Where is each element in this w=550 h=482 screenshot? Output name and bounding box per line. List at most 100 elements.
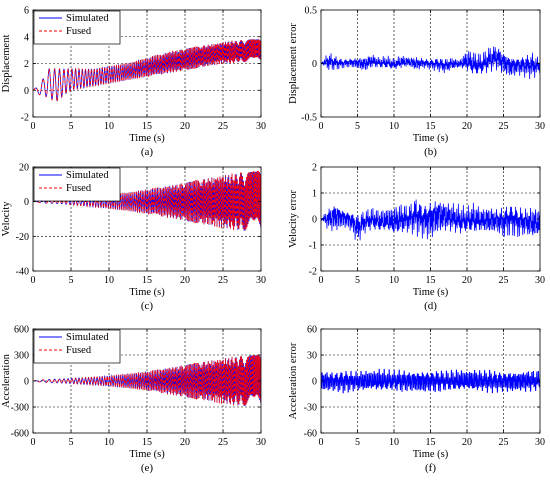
panel-label: (c) (141, 300, 154, 312)
series-line-fused (33, 39, 261, 103)
x-tick-label: 15 (426, 275, 436, 286)
x-axis-label: Time (s) (413, 133, 449, 144)
x-tick-label: 20 (180, 275, 190, 286)
x-tick-label: 5 (69, 121, 74, 132)
series-group (321, 46, 540, 80)
x-tick-label: 0 (31, 121, 36, 132)
legend-label-simulated: Simulated (66, 332, 109, 343)
y-tick-label: 600 (14, 325, 29, 336)
y-tick-label: -60 (304, 429, 317, 440)
y-axis-label: Velocity error (288, 189, 299, 248)
y-tick-label: -2 (21, 113, 29, 124)
x-tick-label: 30 (535, 437, 545, 448)
y-tick-label: 0 (24, 197, 29, 208)
x-axis-label: Time (s) (413, 449, 449, 460)
legend-label-simulated: Simulated (66, 13, 109, 24)
x-tick-label: 15 (142, 121, 152, 132)
legend: Simulated Fused (33, 167, 121, 202)
x-tick-label: 15 (426, 121, 436, 132)
y-tick-label: -2 (309, 267, 317, 278)
y-tick-label: 0 (312, 377, 317, 388)
y-tick-label: 0 (312, 59, 317, 70)
x-axis-label: Time (s) (129, 133, 165, 144)
y-tick-label: 4 (24, 32, 29, 43)
y-tick-label: -600 (11, 429, 29, 440)
x-tick-label: 0 (319, 121, 324, 132)
x-tick-label: 25 (499, 121, 509, 132)
x-tick-label: 0 (31, 275, 36, 286)
panel-label: (d) (424, 300, 437, 312)
x-tick-label: 20 (462, 275, 472, 286)
series-line-fused (33, 354, 261, 406)
legend-label-fused: Fused (66, 183, 92, 194)
x-tick-label: 5 (355, 437, 360, 448)
y-tick-label: 2 (312, 163, 317, 174)
series-group (33, 354, 261, 406)
x-tick-label: 10 (104, 437, 114, 448)
x-tick-label: 15 (142, 437, 152, 448)
x-tick-label: 20 (180, 437, 190, 448)
x-tick-label: 20 (462, 121, 472, 132)
x-tick-label: 30 (256, 121, 266, 132)
x-tick-label: 5 (355, 121, 360, 132)
y-tick-label: 60 (307, 325, 317, 336)
x-tick-label: 0 (319, 437, 324, 448)
y-tick-label: -20 (16, 232, 29, 243)
y-tick-label: -1 (309, 241, 317, 252)
x-axis-label: Time (s) (129, 287, 165, 298)
legend-box (33, 329, 121, 364)
y-tick-label: 6 (24, 6, 29, 17)
series-line-fused (33, 170, 261, 231)
x-tick-label: 25 (499, 437, 509, 448)
panel-d: 0 5 10 15 20 25 30 -2 -1 0 1 2 Time (s) Velocity erro… (288, 163, 545, 313)
y-tick-label: 0 (24, 86, 29, 97)
y-tick-label: 2 (24, 59, 29, 70)
y-tick-label: 300 (14, 351, 29, 362)
legend: Simulated Fused (33, 10, 121, 45)
x-tick-label: 10 (389, 121, 399, 132)
x-tick-label: 0 (31, 437, 36, 448)
panel-label: (a) (141, 146, 154, 158)
y-axis-label: Acceleration (1, 353, 12, 407)
x-tick-label: 15 (426, 437, 436, 448)
legend-label-fused: Fused (66, 345, 92, 356)
x-tick-label: 30 (256, 275, 266, 286)
panel-label: (e) (141, 462, 154, 474)
x-tick-label: 10 (104, 275, 114, 286)
y-tick-label: -40 (16, 267, 29, 278)
x-tick-label: 25 (218, 275, 228, 286)
x-axis-label: Time (s) (129, 449, 165, 460)
x-tick-label: 10 (104, 121, 114, 132)
y-tick-label: -0.5 (301, 113, 317, 124)
x-tick-label: 20 (462, 437, 472, 448)
x-axis-label: Time (s) (413, 287, 449, 298)
y-axis-label: Displacement (1, 35, 12, 93)
y-tick-label: 0 (24, 377, 29, 388)
x-tick-label: 25 (218, 121, 228, 132)
x-tick-label: 15 (142, 275, 152, 286)
x-tick-label: 30 (256, 437, 266, 448)
series-group (321, 368, 540, 394)
x-tick-label: 5 (355, 275, 360, 286)
series-group (33, 39, 261, 103)
series-line-error (321, 199, 540, 241)
panel-c: 0 5 10 15 20 25 30 -40 -20 0 20 Time (s) Velocity (c)… (1, 163, 266, 313)
x-tick-label: 5 (69, 275, 74, 286)
y-axis-label: Displacement error (288, 23, 299, 104)
y-axis-label: Velocity (1, 201, 12, 237)
series-group (33, 170, 261, 231)
panel-e: 0 5 10 15 20 25 30 -600 -300 0 300 600 Time (s) Accel… (1, 325, 266, 475)
y-tick-label: -30 (304, 403, 317, 414)
y-tick-label: -300 (11, 403, 29, 414)
legend-box (33, 10, 121, 45)
series-group (321, 199, 540, 241)
legend: Simulated Fused (33, 329, 121, 364)
x-tick-label: 20 (180, 121, 190, 132)
x-tick-label: 25 (499, 275, 509, 286)
legend-label-simulated: Simulated (66, 170, 109, 181)
x-tick-label: 25 (218, 437, 228, 448)
x-tick-label: 30 (535, 121, 545, 132)
